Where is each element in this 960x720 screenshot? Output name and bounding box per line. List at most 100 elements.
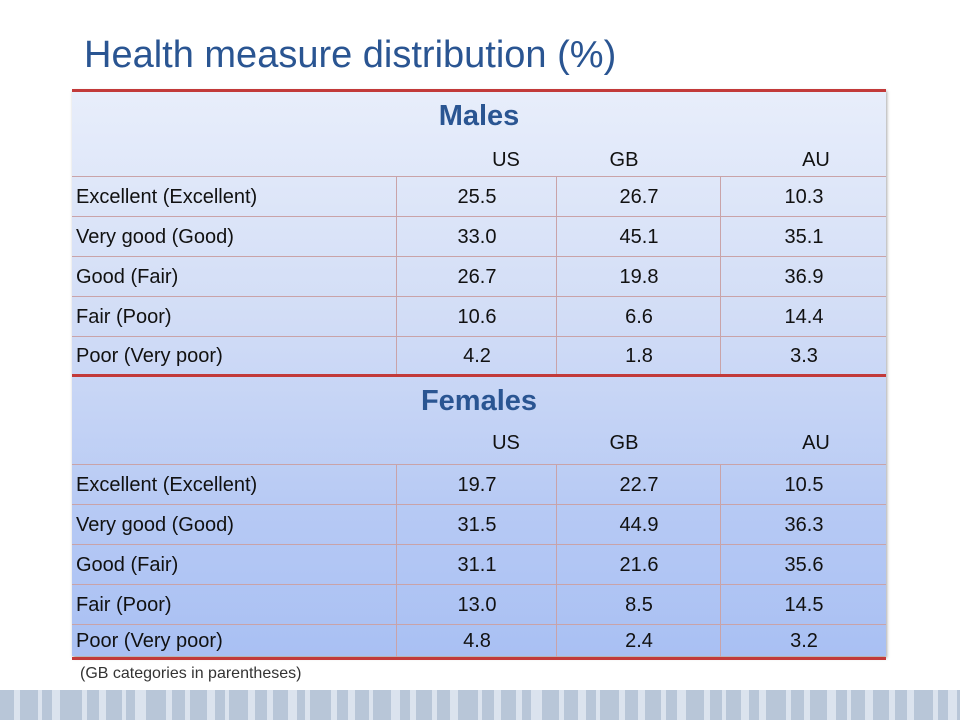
column-header-us: US <box>492 149 520 171</box>
decorative-stripe <box>726 690 741 720</box>
cell-gb: 45.1 <box>556 217 721 257</box>
decorative-stripe <box>267 690 273 720</box>
decorative-stripe <box>82 690 87 720</box>
row-label: Fair (Poor) <box>76 593 172 616</box>
decorative-stripe <box>948 690 957 720</box>
cell-us: 33.0 <box>396 217 557 257</box>
cell-us: 4.2 <box>396 337 557 375</box>
cell-gb: 8.5 <box>556 585 721 625</box>
row-label: Excellent (Excellent) <box>76 473 258 496</box>
table-row: Poor (Very poor) 4.2 1.8 3.3 <box>72 336 886 375</box>
decorative-stripe <box>225 690 229 720</box>
decorative-stripe <box>391 690 400 720</box>
decorative-stripe <box>851 690 865 720</box>
cell-us: 13.0 <box>396 585 557 625</box>
cell-gb: 1.8 <box>556 337 721 375</box>
decorative-stripe <box>786 690 791 720</box>
decorative-stripe <box>836 690 847 720</box>
decorative-stripe <box>559 690 564 720</box>
cell-au: 36.3 <box>720 505 887 545</box>
table-row: Excellent (Excellent) 25.5 26.7 10.3 <box>72 176 886 217</box>
decorative-stripe <box>215 690 225 720</box>
cell-au: 35.1 <box>720 217 887 257</box>
decorative-stripe <box>255 690 267 720</box>
decorative-stripe <box>722 690 726 720</box>
row-label: Poor (Very poor) <box>76 344 223 367</box>
decorative-stripe <box>865 690 873 720</box>
decorative-stripe <box>450 690 458 720</box>
decorative-stripe <box>804 690 810 720</box>
decorative-stripe <box>310 690 331 720</box>
decorative-stripe <box>273 690 288 720</box>
row-label: Good (Fair) <box>76 265 179 288</box>
row-label: Very good (Good) <box>76 513 234 536</box>
decorative-stripe <box>337 690 348 720</box>
cell-gb: 2.4 <box>556 625 721 657</box>
cell-us: 31.1 <box>396 545 557 585</box>
decorative-stripe <box>122 690 126 720</box>
decorative-stripe <box>531 690 542 720</box>
cell-au: 14.4 <box>720 297 887 337</box>
cell-us: 25.5 <box>396 177 557 217</box>
decorative-stripe <box>810 690 827 720</box>
cell-gb: 26.7 <box>556 177 721 217</box>
decorative-stripe <box>185 690 190 720</box>
decorative-stripe <box>135 690 146 720</box>
decorative-stripe <box>458 690 478 720</box>
decorative-stripe <box>190 690 207 720</box>
cell-gb: 6.6 <box>556 297 721 337</box>
decorative-stripe <box>432 690 437 720</box>
decorative-stripe <box>957 690 960 720</box>
decorative-stripe <box>20 690 38 720</box>
footnote: (GB categories in parentheses) <box>80 665 302 682</box>
decorative-stripe <box>437 690 450 720</box>
decorative-stripe <box>14 690 20 720</box>
slide-title: Health measure distribution (%) <box>84 34 617 76</box>
row-label: Very good (Good) <box>76 225 234 248</box>
column-header-au: AU <box>802 432 830 454</box>
decorative-stripe <box>416 690 432 720</box>
table-row: Very good (Good) 31.5 44.9 36.3 <box>72 504 886 545</box>
section-title-males: Males <box>438 100 520 132</box>
table-row: Very good (Good) 33.0 45.1 35.1 <box>72 216 886 257</box>
decorative-stripe <box>766 690 786 720</box>
health-table: Males US GB AU Excellent (Excellent) 25.… <box>72 89 887 660</box>
cell-us: 31.5 <box>396 505 557 545</box>
decorative-stripe <box>516 690 522 720</box>
cell-us: 4.8 <box>396 625 557 657</box>
decorative-stripe <box>369 690 373 720</box>
decorative-stripe <box>166 690 172 720</box>
decorative-stripe <box>600 690 619 720</box>
decorative-stripe <box>704 690 710 720</box>
decorative-stripe <box>207 690 215 720</box>
decorative-stripe <box>542 690 559 720</box>
column-header-au: AU <box>802 149 830 171</box>
decorative-stripe <box>478 690 482 720</box>
decorative-stripe <box>172 690 185 720</box>
cell-gb: 19.8 <box>556 257 721 297</box>
cell-au: 36.9 <box>720 257 887 297</box>
table-row: Good (Fair) 26.7 19.8 36.9 <box>72 256 886 297</box>
cell-au: 3.2 <box>720 625 887 657</box>
decorative-stripe <box>501 690 516 720</box>
cell-gb: 22.7 <box>556 465 721 505</box>
decorative-stripe <box>933 690 938 720</box>
decorative-stripe <box>99 690 106 720</box>
decorative-stripe <box>87 690 99 720</box>
decorative-stripe <box>645 690 661 720</box>
decorative-stripe <box>847 690 851 720</box>
decorative-stripe <box>564 690 578 720</box>
cell-au: 10.5 <box>720 465 887 505</box>
decorative-stripe <box>126 690 135 720</box>
cell-au: 10.3 <box>720 177 887 217</box>
decorative-stripes <box>0 690 960 720</box>
decorative-stripe <box>38 690 42 720</box>
decorative-stripe <box>873 690 889 720</box>
column-header-gb: GB <box>609 149 639 171</box>
decorative-stripe <box>331 690 337 720</box>
decorative-stripe <box>297 690 305 720</box>
cell-us: 26.7 <box>396 257 557 297</box>
decorative-stripe <box>749 690 759 720</box>
decorative-stripe <box>522 690 531 720</box>
table-row: Poor (Very poor) 4.8 2.4 3.2 <box>72 624 886 660</box>
